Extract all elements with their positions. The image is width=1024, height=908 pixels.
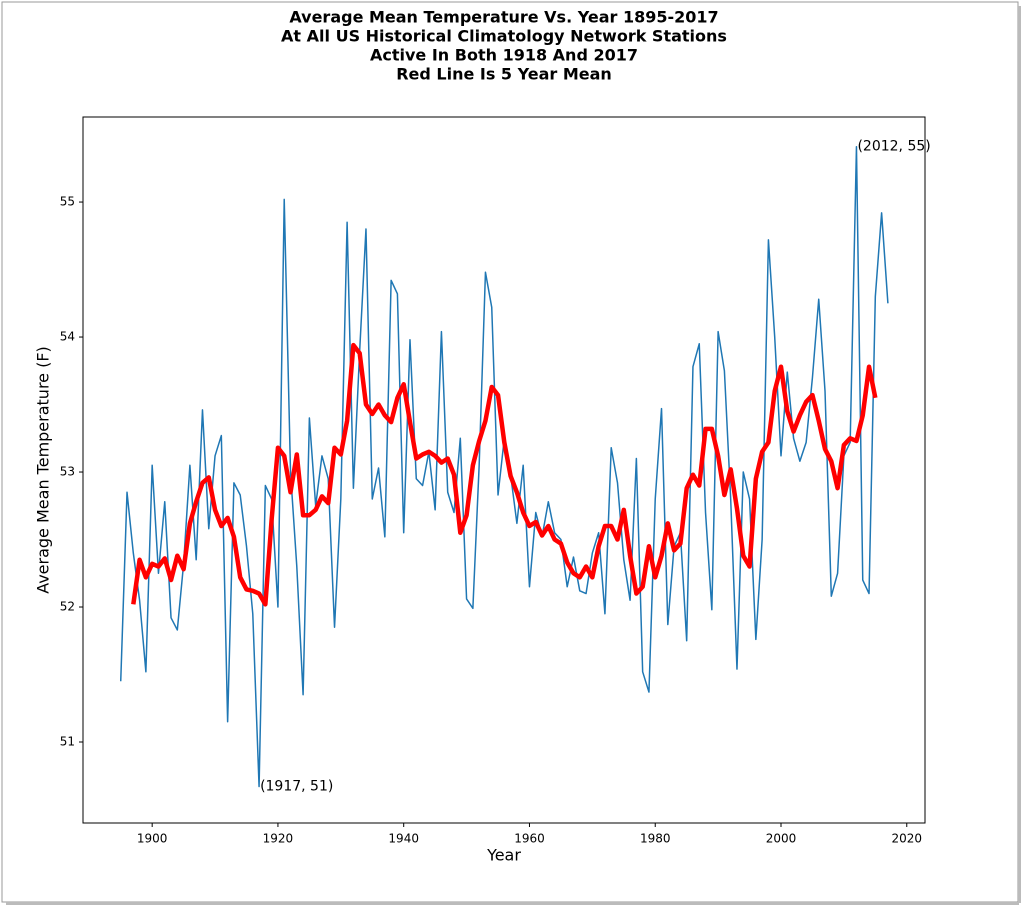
x-tick-label: 1920 [263,832,294,846]
data-line [131,342,878,607]
y-tick-label: 54 [60,330,75,344]
chart-title: Red Line Is 5 Year Mean [396,65,612,84]
x-axis-label: Year [486,846,521,865]
chart-title: Active In Both 1918 And 2017 [370,46,638,65]
y-tick-label: 52 [60,600,75,614]
annotation: (2012, 55) [857,139,930,155]
y-tick-label: 55 [60,195,75,209]
x-tick-label: 1900 [137,832,168,846]
chart-title: At All US Historical Climatology Network… [281,27,727,46]
x-tick-label: 2020 [891,832,922,846]
plot-frame [82,116,926,824]
x-tick-label: 1940 [388,832,419,846]
y-tick-label: 51 [60,735,75,749]
y-axis-label: Average Mean Temperature (F) [34,346,53,594]
x-tick-label: 1960 [514,832,545,846]
x-tick-label: 2000 [766,832,797,846]
annotation: (1917, 51) [260,779,333,795]
chart-title: Average Mean Temperature Vs. Year 1895-2… [289,8,718,27]
y-tick-label: 53 [60,465,75,479]
x-tick-label: 1980 [640,832,671,846]
